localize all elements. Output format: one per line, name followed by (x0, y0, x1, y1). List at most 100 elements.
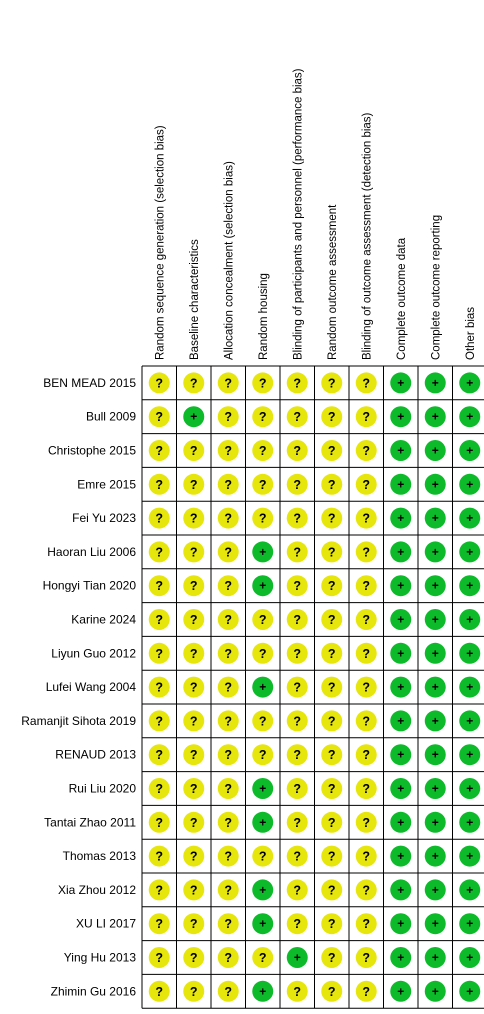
judgement-dot (217, 879, 239, 901)
low-risk-icon: + (183, 406, 205, 428)
judgement-symbol: ? (293, 714, 301, 728)
judgement-dot (148, 473, 170, 495)
judgement-dot (217, 778, 239, 799)
judgement-symbol: + (466, 748, 473, 762)
judgement-symbol: ? (362, 410, 370, 424)
unclear-risk-icon: ? (148, 507, 170, 529)
low-risk-icon: + (252, 575, 274, 597)
unclear-risk-icon: ? (148, 980, 170, 1002)
judgement-dot (424, 609, 446, 630)
judgement-dot (321, 575, 343, 597)
unclear-risk-icon: ? (148, 710, 170, 732)
judgement-symbol: + (259, 917, 266, 931)
judgement-dot (148, 372, 170, 394)
low-risk-icon: + (459, 710, 481, 732)
unclear-risk-icon: ? (217, 676, 239, 698)
unclear-risk-icon: ? (252, 710, 274, 732)
judgement-symbol: ? (328, 647, 336, 661)
unclear-risk-icon: ? (355, 575, 377, 597)
judgement-dot (459, 845, 481, 867)
judgement-dot (286, 980, 308, 1002)
judgement-dot (459, 406, 481, 428)
judgement-symbol: ? (190, 579, 198, 593)
unclear-risk-icon: ? (286, 642, 308, 664)
judgement-dot (424, 642, 446, 664)
low-risk-icon: + (252, 980, 274, 1002)
judgement-dot (217, 440, 239, 461)
judgement-dot (459, 744, 481, 766)
judgement-dot (217, 575, 239, 597)
judgement-symbol: ? (362, 850, 370, 864)
low-risk-icon: + (424, 642, 446, 664)
judgement-symbol: ? (362, 478, 370, 492)
study-label: Thomas 2013 (63, 849, 137, 863)
judgement-dot (321, 778, 343, 799)
judgement-dot (424, 710, 446, 732)
judgement-symbol: ? (224, 782, 232, 796)
unclear-risk-icon: ? (286, 609, 308, 630)
judgement-dot (321, 507, 343, 529)
unclear-risk-icon: ? (217, 609, 239, 630)
low-risk-icon: + (424, 507, 446, 529)
judgement-symbol: ? (155, 714, 163, 728)
judgement-symbol: ? (224, 681, 232, 695)
judgement-dot (424, 541, 446, 563)
study-label: Lufei Wang 2004 (46, 680, 137, 694)
judgement-symbol: ? (224, 579, 232, 593)
judgement-dot (355, 913, 377, 935)
unclear-risk-icon: ? (148, 811, 170, 833)
judgement-dot (183, 541, 205, 563)
judgement-dot (286, 541, 308, 563)
unclear-risk-icon: ? (217, 372, 239, 394)
judgement-symbol: ? (293, 917, 301, 931)
unclear-risk-icon: ? (355, 879, 377, 901)
unclear-risk-icon: ? (252, 947, 274, 968)
judgement-symbol: ? (190, 883, 198, 897)
domain-header: Baseline characteristics (189, 239, 201, 360)
low-risk-icon: + (424, 913, 446, 935)
judgement-symbol: ? (224, 545, 232, 559)
low-risk-icon: + (390, 372, 412, 394)
judgement-dot (321, 947, 343, 968)
study-label: Ying Hu 2013 (64, 951, 137, 965)
judgement-dot (183, 440, 205, 461)
judgement-symbol: + (397, 511, 404, 525)
judgement-dot (390, 744, 412, 766)
unclear-risk-icon: ? (183, 541, 205, 563)
low-risk-icon: + (459, 676, 481, 698)
unclear-risk-icon: ? (252, 609, 274, 630)
judgement-symbol: ? (155, 883, 163, 897)
judgement-symbol: + (466, 951, 473, 965)
judgement-dot (217, 744, 239, 766)
table-grid (141, 365, 484, 1009)
judgement-symbol: ? (293, 850, 301, 864)
judgement-dot (321, 440, 343, 461)
low-risk-icon: + (390, 507, 412, 529)
unclear-risk-icon: ? (217, 440, 239, 461)
judgement-symbol: + (259, 545, 266, 559)
unclear-risk-icon: ? (148, 609, 170, 630)
judgement-dot (148, 642, 170, 664)
low-risk-icon: + (424, 541, 446, 563)
judgement-dot (424, 372, 446, 394)
judgement-dot (217, 947, 239, 968)
judgement-symbol: ? (155, 951, 163, 965)
judgement-dot (424, 913, 446, 935)
low-risk-icon: + (459, 507, 481, 529)
unclear-risk-icon: ? (321, 710, 343, 732)
judgement-symbol: ? (259, 478, 267, 492)
judgement-symbol: + (397, 815, 404, 829)
judgement-dot (390, 845, 412, 867)
judgement-symbol: ? (224, 613, 232, 627)
judgement-symbol: + (432, 477, 439, 491)
unclear-risk-icon: ? (355, 845, 377, 867)
judgement-dot (286, 811, 308, 833)
unclear-risk-icon: ? (321, 440, 343, 461)
low-risk-icon: + (424, 845, 446, 867)
unclear-risk-icon: ? (148, 541, 170, 563)
judgement-symbol: + (432, 444, 439, 458)
judgement-dot (183, 980, 205, 1002)
low-risk-icon: + (424, 676, 446, 698)
judgement-symbol: ? (293, 545, 301, 559)
study-label: Christophe 2015 (48, 444, 136, 458)
